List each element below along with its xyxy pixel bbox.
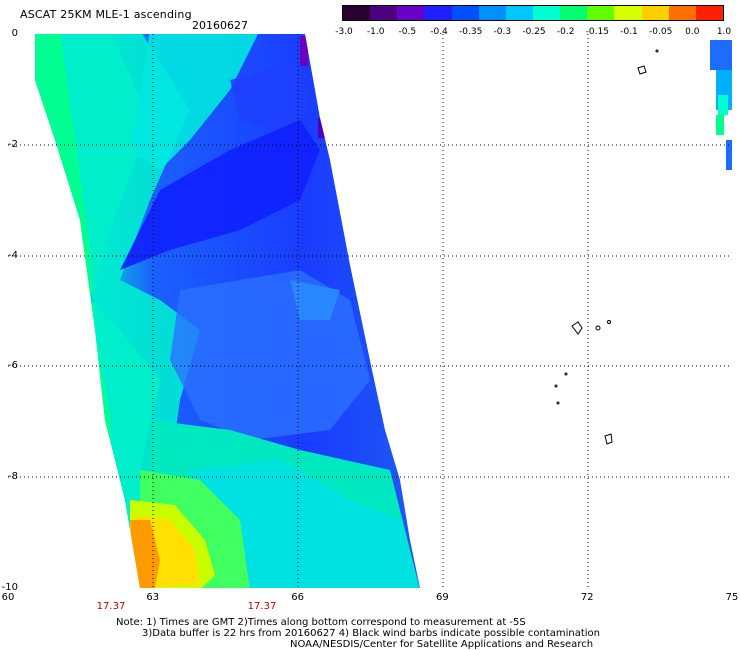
colorbar-label: -0.15 bbox=[585, 27, 609, 37]
swath-time-label: 17.37 bbox=[247, 601, 277, 612]
colorbar-label: -0.35 bbox=[459, 27, 483, 37]
colorbar-segment bbox=[397, 6, 425, 20]
map-date: 20160627 bbox=[192, 19, 248, 32]
colorbar-segment bbox=[451, 6, 479, 20]
y-tick-label: -4 bbox=[8, 249, 18, 261]
credit-line: NOAA/NESDIS/Center for Satellite Applica… bbox=[290, 639, 594, 650]
colorbar-segment bbox=[505, 6, 533, 20]
island-outlines bbox=[554, 49, 659, 445]
colorbar bbox=[342, 5, 724, 21]
x-tick-label: 69 bbox=[436, 592, 449, 603]
colorbar-segment bbox=[532, 6, 561, 20]
grid-lines bbox=[8, 34, 732, 588]
colorbar-label: -1.0 bbox=[366, 27, 385, 37]
note-line-1: Note: 1) Times are GMT 2)Times along bot… bbox=[116, 617, 526, 628]
x-tick-label: 75 bbox=[725, 592, 739, 603]
colorbar-label: -0.05 bbox=[649, 27, 673, 37]
y-tick-label: -6 bbox=[8, 360, 18, 372]
x-tick-label: 72 bbox=[580, 592, 594, 603]
colorbar-label: -0.4 bbox=[430, 27, 448, 37]
map-title: ASCAT 25KM MLE-1 ascending bbox=[20, 8, 192, 21]
x-tick-label: 63 bbox=[146, 592, 160, 603]
swath-time-label: 17.37 bbox=[96, 601, 126, 612]
colorbar-segment bbox=[695, 6, 723, 20]
colorbar-segment bbox=[478, 6, 506, 20]
y-tick-label: -2 bbox=[8, 138, 18, 150]
colorbar-segment bbox=[370, 6, 398, 20]
colorbar-segment bbox=[560, 6, 588, 20]
colorbar-label: -0.5 bbox=[398, 27, 417, 37]
y-tick-label: 0 bbox=[11, 28, 18, 39]
colorbar-segment bbox=[668, 6, 696, 20]
east-swath bbox=[710, 40, 732, 170]
x-tick-label: 60 bbox=[1, 592, 15, 603]
colorbar-label: 0.0 bbox=[685, 27, 700, 37]
colorbar-segment bbox=[587, 6, 615, 20]
colorbar-label: -0.25 bbox=[522, 27, 546, 37]
colorbar-segment bbox=[343, 6, 371, 20]
colorbar-label: -0.2 bbox=[556, 27, 575, 37]
colorbar-label: 1.0 bbox=[716, 27, 732, 37]
y-tick-label: -10 bbox=[1, 582, 18, 593]
colorbar-segment bbox=[641, 6, 669, 20]
colorbar-label: -3.0 bbox=[335, 27, 353, 37]
colorbar-label: -0.1 bbox=[620, 27, 638, 37]
note-line-2: 3)Data buffer is 22 hrs from 20160627 4)… bbox=[142, 628, 600, 639]
y-tick-label: -8 bbox=[8, 471, 18, 483]
colorbar-label: -0.3 bbox=[493, 27, 512, 37]
x-tick-label: 66 bbox=[291, 592, 304, 603]
colorbar-segment bbox=[614, 6, 642, 20]
colorbar-segment bbox=[424, 6, 452, 20]
